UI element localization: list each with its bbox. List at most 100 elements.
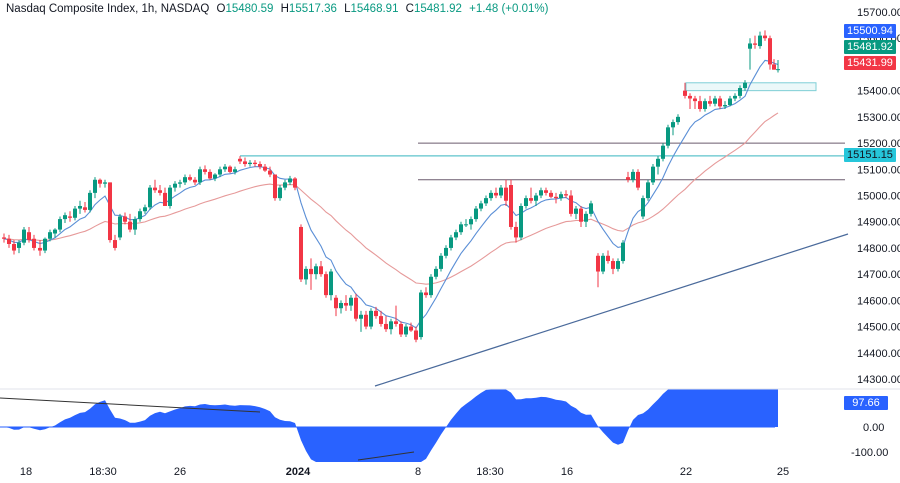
time-axis-label: 18 xyxy=(19,466,33,478)
candle-body xyxy=(519,205,523,238)
price-axis-tick: 14900.00 xyxy=(857,217,900,229)
candle-body xyxy=(293,178,297,188)
candle-body xyxy=(666,127,670,146)
candle-body xyxy=(193,179,197,183)
candle-body xyxy=(213,174,217,179)
price-axis-tick: 14700.00 xyxy=(857,269,900,281)
candle-body xyxy=(444,247,448,256)
candle-body xyxy=(53,229,57,234)
candle-body xyxy=(123,216,127,222)
candle-body xyxy=(83,207,87,210)
candle-body xyxy=(479,203,483,209)
candle-body xyxy=(268,170,272,175)
candle-body xyxy=(484,198,488,204)
candle-body xyxy=(733,95,737,99)
candle-body xyxy=(324,274,328,296)
candle-body xyxy=(589,203,593,214)
symbol-title: Nasdaq Composite Index, 1h, NASDAQ xyxy=(6,3,210,15)
candle-body xyxy=(178,182,182,184)
candle-body xyxy=(158,190,162,193)
candle-body xyxy=(27,232,31,241)
candle-body xyxy=(153,187,157,191)
candle-body xyxy=(641,198,645,217)
candle-body xyxy=(163,192,167,206)
time-axis-label: 2024 xyxy=(285,466,311,478)
price-axis-tick: 14800.00 xyxy=(857,243,900,255)
candle-body xyxy=(384,323,388,330)
resistance-zone-box xyxy=(685,82,817,92)
candle-body xyxy=(168,187,172,206)
candle-body xyxy=(263,166,267,171)
candle-body xyxy=(198,169,202,183)
candle-body xyxy=(683,90,687,96)
candle-body xyxy=(359,314,363,319)
candle-body xyxy=(369,310,373,327)
candle-body xyxy=(494,192,498,196)
candle-body xyxy=(364,314,368,327)
candle-body xyxy=(374,310,378,317)
candle-body xyxy=(708,101,712,104)
time-axis-label: 18:30 xyxy=(89,466,117,478)
price-tag: 15431.99 xyxy=(844,56,896,70)
candle-body xyxy=(319,266,323,275)
candle-body xyxy=(329,271,333,296)
candle-body xyxy=(228,166,232,172)
oscillator-divergence-line xyxy=(0,397,261,413)
candle-body xyxy=(596,255,600,272)
time-axis-label: 16 xyxy=(560,466,574,478)
candle-body xyxy=(379,316,383,324)
candle-body xyxy=(713,98,717,104)
candle-body xyxy=(48,232,52,239)
candle-body xyxy=(631,171,635,180)
candle-body xyxy=(489,192,493,199)
time-axis-label: 8 xyxy=(414,466,422,478)
candle-body xyxy=(549,192,553,197)
fast-moving-average-line xyxy=(3,59,779,329)
ascending-trendline xyxy=(374,233,849,387)
candle-body xyxy=(569,195,573,214)
candle-body xyxy=(509,185,513,227)
candle-body xyxy=(469,219,473,225)
candle-body xyxy=(173,183,177,188)
candle-body xyxy=(409,326,413,331)
candle-body xyxy=(671,122,675,128)
candle-body xyxy=(98,179,102,184)
candle-body xyxy=(314,266,318,275)
candle-body xyxy=(424,292,428,296)
candle-body xyxy=(611,261,615,269)
candle-body xyxy=(339,302,343,309)
candle-body xyxy=(768,38,772,65)
candle-body xyxy=(646,182,650,199)
candle-body xyxy=(354,297,358,319)
candle-body xyxy=(616,261,620,269)
candle-body xyxy=(676,116,680,123)
price-axis-tick: 15300.00 xyxy=(857,112,900,124)
price-axis-tick: 14500.00 xyxy=(857,322,900,334)
candle-body xyxy=(288,178,292,183)
low-label: L xyxy=(344,3,351,15)
price-tag: 15151.15 xyxy=(844,148,896,162)
candle-body xyxy=(776,69,780,71)
oscillator-divergence-line xyxy=(357,451,415,461)
price-axis-tick: 15200.00 xyxy=(857,138,900,150)
high-label: H xyxy=(280,3,289,15)
candle-body xyxy=(419,292,423,338)
candle-body xyxy=(394,321,398,324)
candle-body xyxy=(534,195,538,201)
open-label: O xyxy=(216,3,226,15)
price-axis-tick: 14600.00 xyxy=(857,295,900,307)
candle-body xyxy=(601,255,605,272)
candle-body xyxy=(661,145,665,159)
candle-body xyxy=(434,268,438,277)
candle-body xyxy=(223,166,227,170)
low-value: 15468.91 xyxy=(350,3,399,15)
candle-body xyxy=(233,169,237,172)
candle-body xyxy=(68,216,72,218)
candle-body xyxy=(38,247,42,251)
candle-body xyxy=(698,101,702,109)
change-value: +1.48 (+0.01%) xyxy=(469,3,549,15)
oscillator-area xyxy=(4,389,778,462)
candle-body xyxy=(299,226,303,280)
slow-moving-average-line xyxy=(3,112,779,285)
